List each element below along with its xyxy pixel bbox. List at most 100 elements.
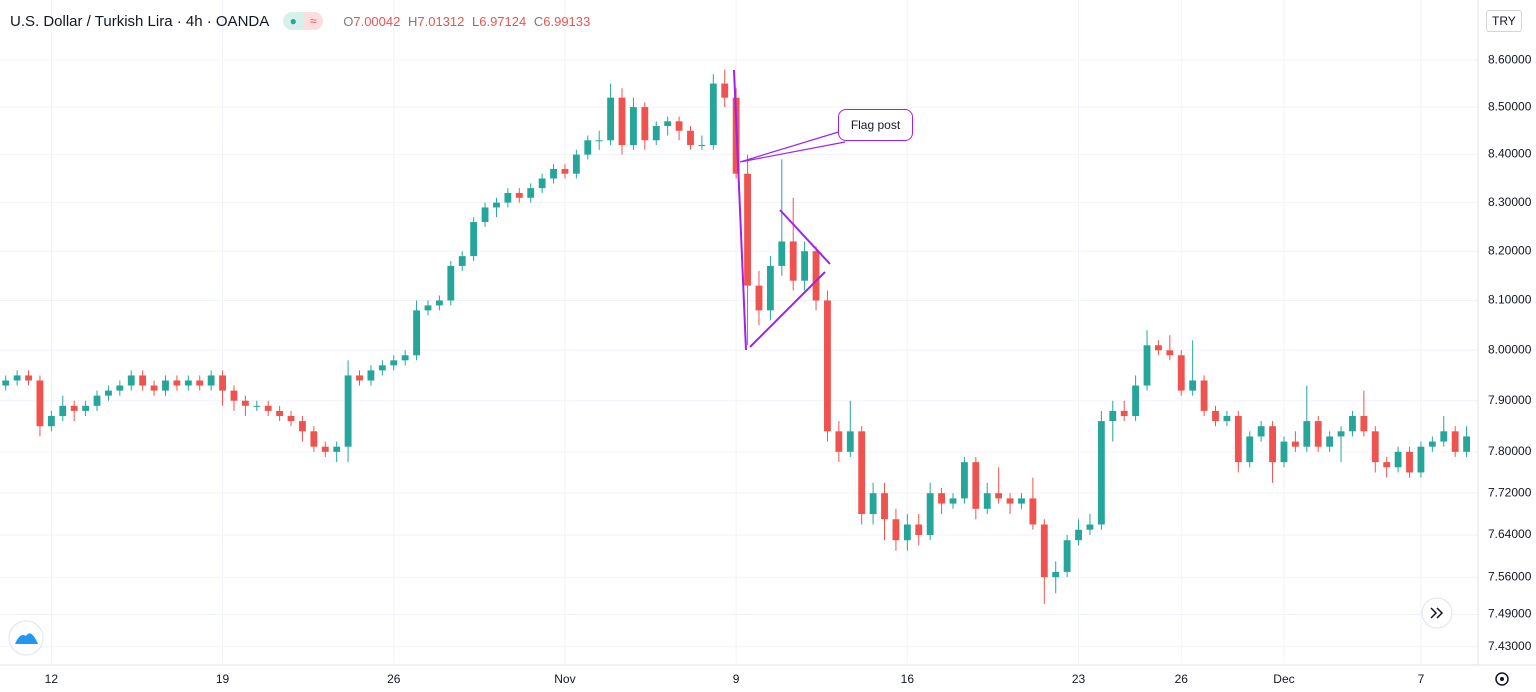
candle-body	[458, 256, 466, 266]
candle-body	[299, 421, 306, 432]
scroll-button[interactable]	[1421, 597, 1453, 629]
currency-button[interactable]: TRY	[1486, 10, 1522, 32]
candle-body	[778, 241, 786, 266]
candle-body	[435, 300, 443, 306]
candle-body	[903, 524, 911, 541]
candle-body	[1040, 524, 1048, 578]
candle-body	[915, 524, 923, 535]
candle-body	[824, 300, 831, 432]
x-tick-label: Nov	[554, 672, 575, 686]
low-value: 6.97124	[479, 13, 527, 29]
pennant-lower-line	[749, 271, 826, 348]
candle-body	[207, 375, 215, 386]
high-key: H	[407, 13, 418, 29]
settings-icon[interactable]	[1495, 672, 1509, 686]
candle-body	[983, 493, 991, 509]
candle-body	[527, 188, 535, 198]
candle-body	[1337, 431, 1345, 437]
candle-body	[1052, 571, 1060, 578]
candle-body	[1463, 436, 1471, 452]
candle-body	[892, 519, 900, 541]
symbol-title: U.S. Dollar / Turkish Lira · 4h · OANDA	[10, 12, 270, 30]
y-tick-label: 7.90000	[1488, 393, 1532, 407]
candle-body	[1269, 426, 1276, 463]
settings-button[interactable]	[1495, 672, 1509, 686]
pennant-upper-line	[779, 209, 831, 265]
y-tick-label: 8.40000	[1488, 147, 1532, 161]
candle-body	[709, 83, 717, 146]
candle-body	[344, 375, 352, 447]
x-tick-label: 9	[733, 672, 740, 686]
candle-body	[1155, 345, 1162, 351]
candle-body	[413, 310, 421, 356]
candle-body	[561, 168, 569, 174]
candle-body	[310, 431, 318, 447]
candle-body	[652, 126, 660, 141]
high-value: 7.01312	[417, 13, 465, 29]
candle-body	[1246, 436, 1254, 463]
candle-body	[755, 285, 763, 311]
candle-body	[504, 192, 512, 203]
candle-body	[972, 462, 980, 509]
candle-body	[93, 395, 101, 406]
candle-body	[367, 370, 375, 381]
x-tick-label: 16	[901, 672, 915, 686]
logo[interactable]	[8, 620, 44, 656]
candle-body	[960, 462, 968, 499]
candle-body	[105, 390, 112, 396]
candle-body	[127, 375, 135, 386]
candle-body	[926, 493, 934, 535]
candle-body	[447, 265, 455, 301]
candle-body	[184, 380, 192, 386]
y-tick-label: 7.80000	[1488, 444, 1532, 458]
candle-body	[1200, 380, 1208, 411]
annotation-callout[interactable]: Flag post	[838, 109, 913, 141]
candle-body	[698, 145, 706, 147]
candle-body	[812, 251, 820, 301]
candle-body	[789, 241, 797, 281]
candle-body	[1177, 355, 1185, 391]
candle-body	[744, 173, 751, 286]
candle-body	[253, 405, 261, 407]
candle-body	[721, 83, 729, 98]
candle-body	[230, 390, 238, 401]
candle-body	[378, 365, 386, 371]
candle-body	[1383, 462, 1391, 468]
x-tick-label: 23	[1072, 672, 1086, 686]
candle-body	[995, 493, 1003, 499]
candle-body	[641, 107, 649, 141]
candle-body	[595, 140, 603, 142]
candle-body	[1440, 431, 1448, 442]
y-tick-label: 7.43000	[1488, 639, 1532, 653]
candle-body	[13, 375, 21, 381]
header: U.S. Dollar / Turkish Lira · 4h · OANDA …	[10, 12, 590, 30]
candle-body	[1006, 498, 1014, 504]
candle-body	[675, 121, 683, 131]
close-value: 6.99133	[543, 13, 591, 29]
y-tick-label: 8.10000	[1488, 293, 1532, 307]
candle-body	[241, 400, 249, 406]
y-tick-label: 8.20000	[1488, 243, 1532, 257]
y-tick-label: 8.50000	[1488, 99, 1532, 113]
candle-body	[401, 355, 409, 361]
candle-body	[538, 178, 546, 189]
x-tick-label: 12	[45, 672, 59, 686]
settings-icon-center	[1500, 677, 1504, 681]
y-tick-label: 8.30000	[1488, 195, 1532, 209]
candle-body	[1166, 350, 1174, 356]
candle-body	[1257, 426, 1265, 437]
candle-body	[1451, 431, 1459, 452]
candle-body	[1109, 410, 1117, 422]
candle-body	[584, 140, 592, 155]
y-tick-label: 7.64000	[1488, 527, 1532, 541]
candles	[2, 69, 1471, 604]
candle-body	[1075, 529, 1082, 541]
candle-body	[1143, 345, 1151, 386]
candle-body	[59, 405, 67, 416]
candle-body	[173, 380, 181, 386]
x-tick-label: 26	[1175, 672, 1189, 686]
status-badge: ● ≈	[283, 12, 324, 30]
x-tick-label: 7	[1418, 672, 1425, 686]
candle-body	[858, 431, 866, 515]
